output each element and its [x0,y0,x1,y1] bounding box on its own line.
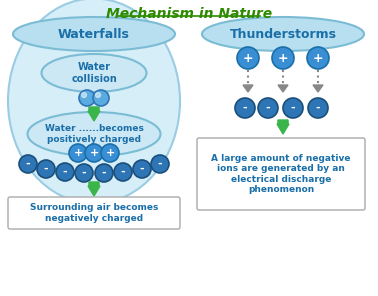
Ellipse shape [8,0,180,204]
Circle shape [133,160,151,178]
Text: -: - [158,159,162,169]
Circle shape [101,144,119,162]
Text: +: + [89,148,99,158]
Polygon shape [243,85,253,92]
Circle shape [114,163,132,181]
Polygon shape [277,120,289,134]
Text: Water
collision: Water collision [71,62,117,84]
Circle shape [258,98,278,118]
Circle shape [19,155,37,173]
Text: -: - [121,167,125,177]
Polygon shape [88,107,100,121]
Text: +: + [105,148,115,158]
Text: -: - [266,103,270,113]
Circle shape [75,164,93,182]
Polygon shape [278,85,288,92]
Text: +: + [278,52,288,65]
FancyBboxPatch shape [197,138,365,210]
Text: -: - [291,103,295,113]
Circle shape [237,47,259,69]
Text: -: - [102,168,106,178]
Text: +: + [243,52,253,65]
Text: -: - [63,167,67,177]
Circle shape [235,98,255,118]
Circle shape [82,93,87,97]
Text: Surrounding air becomes
negatively charged: Surrounding air becomes negatively charg… [30,203,158,223]
Circle shape [93,90,109,106]
Circle shape [308,98,328,118]
Circle shape [79,90,95,106]
Circle shape [85,144,103,162]
Text: Waterfalls: Waterfalls [58,28,130,41]
Circle shape [56,163,74,181]
Text: Mechanism in Nature: Mechanism in Nature [106,7,272,21]
Ellipse shape [28,112,161,156]
Text: Thunderstorms: Thunderstorms [229,28,336,41]
Text: -: - [44,164,48,174]
Circle shape [69,144,87,162]
Polygon shape [313,85,323,92]
Text: +: + [313,52,323,65]
Circle shape [95,164,113,182]
Ellipse shape [42,54,147,92]
Text: -: - [243,103,247,113]
Circle shape [96,93,101,97]
Ellipse shape [13,17,175,51]
Circle shape [307,47,329,69]
Text: -: - [26,159,30,169]
Text: -: - [140,164,144,174]
Circle shape [283,98,303,118]
Text: -: - [82,168,86,178]
Circle shape [151,155,169,173]
Text: A large amount of negative
ions are generated by an
electrical discharge
phenome: A large amount of negative ions are gene… [211,154,351,194]
FancyBboxPatch shape [8,197,180,229]
Polygon shape [88,182,100,196]
Circle shape [272,47,294,69]
Text: Water ......becomes
positively charged: Water ......becomes positively charged [45,124,143,144]
Ellipse shape [202,17,364,51]
Text: -: - [316,103,320,113]
Circle shape [37,160,55,178]
Text: +: + [73,148,83,158]
